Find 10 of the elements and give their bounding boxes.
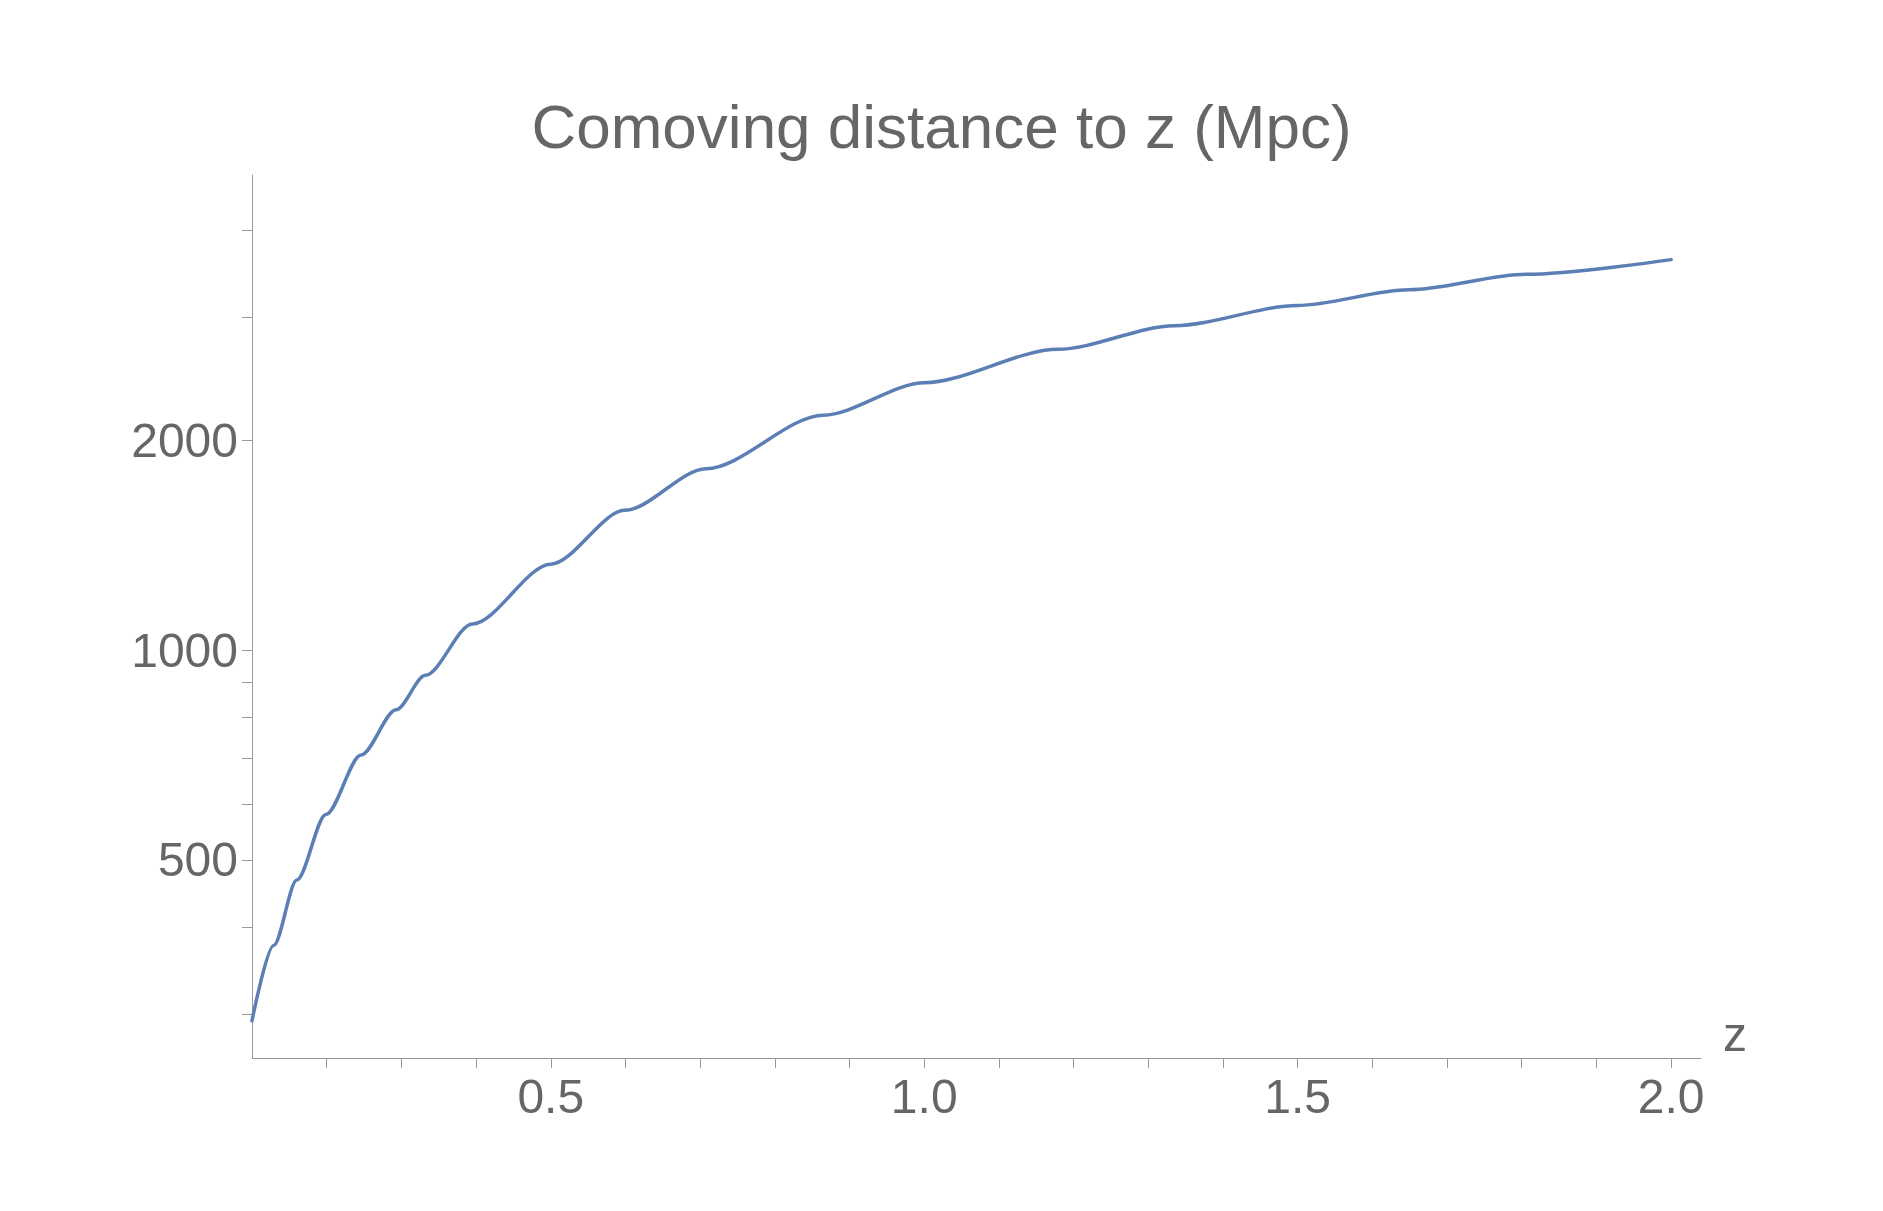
x-axis-title: z bbox=[1723, 1007, 1747, 1061]
x-tick-label: 0.5 bbox=[517, 1069, 585, 1123]
x-tick-label: 1.5 bbox=[1264, 1069, 1332, 1123]
x-tick-label: 1.0 bbox=[890, 1069, 958, 1123]
line-series bbox=[250, 257, 1673, 1023]
y-tick-label: 2000 bbox=[131, 413, 238, 467]
x-tick-label: 2.0 bbox=[1637, 1069, 1705, 1123]
y-tick-label: 500 bbox=[157, 833, 238, 887]
y-tick-label: 1000 bbox=[131, 623, 238, 677]
chart-title: Comoving distance to z (Mpc) bbox=[531, 91, 1352, 161]
